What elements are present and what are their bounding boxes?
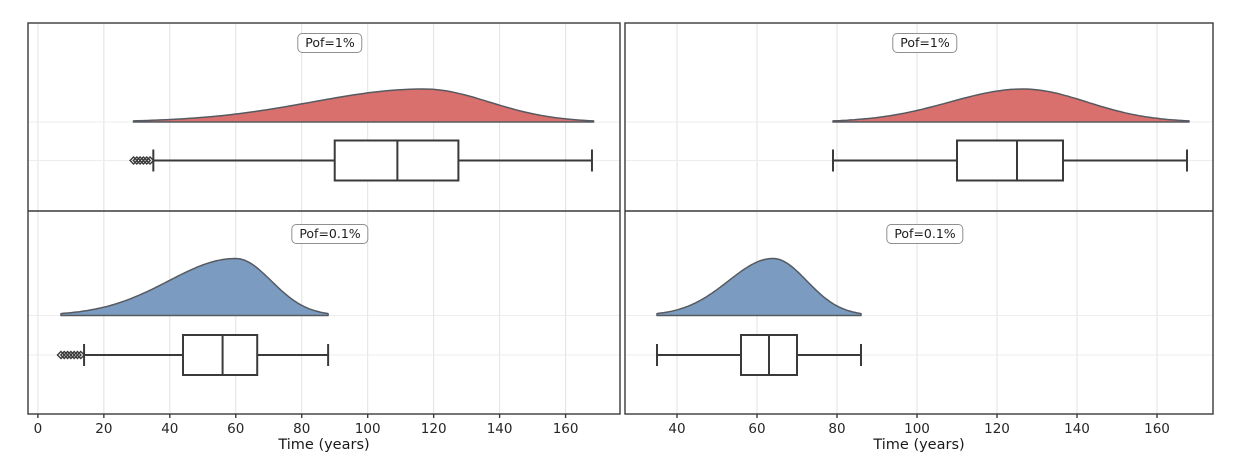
pof-label-right-pof1: Pof=1% — [892, 33, 958, 53]
x-axis-label-right: Time (years) — [873, 437, 965, 453]
box-iqr — [182, 334, 259, 376]
x-tick-label: 160 — [1144, 421, 1170, 437]
x-tick-label: 40 — [161, 421, 179, 437]
x-tick-label: 120 — [420, 421, 447, 437]
density-curve-left-pof01 — [60, 257, 329, 317]
x-tick-label: 60 — [748, 421, 766, 437]
pof-label-left-pof1: Pof=1% — [297, 33, 363, 53]
pof-label-right-pof01: Pof=0.1% — [886, 224, 964, 244]
x-tick-label: 100 — [354, 421, 381, 437]
x-tick-label: 80 — [293, 421, 311, 437]
density-curve-left-pof1 — [132, 88, 595, 123]
x-tick-label: 60 — [227, 421, 245, 437]
x-tick-label: 140 — [486, 421, 513, 437]
pof-label-left-pof01: Pof=0.1% — [291, 224, 369, 244]
x-axis-label-left: Time (years) — [278, 437, 370, 453]
density-curve-right-pof1 — [832, 88, 1190, 123]
x-tick-label: 0 — [33, 421, 43, 437]
outlier-marker — [145, 156, 155, 165]
x-tick-label: 20 — [95, 421, 113, 437]
outlier-marker — [72, 350, 82, 360]
x-tick-label: 140 — [1064, 421, 1090, 437]
x-tick-label: 40 — [668, 421, 686, 437]
x-tick-label: 80 — [828, 421, 846, 437]
density-curve-right-pof01 — [656, 257, 862, 317]
outlier-marker — [76, 350, 86, 360]
x-tick-label: 100 — [904, 421, 930, 437]
x-tick-label: 160 — [552, 421, 579, 437]
outlier-marker — [142, 156, 152, 165]
x-tick-label: 120 — [984, 421, 1010, 437]
panel-frame — [624, 22, 1214, 415]
plot-area-left — [27, 22, 621, 418]
plot-area-right — [624, 22, 1214, 418]
panel-frame — [27, 22, 621, 415]
box-iqr — [956, 139, 1064, 182]
